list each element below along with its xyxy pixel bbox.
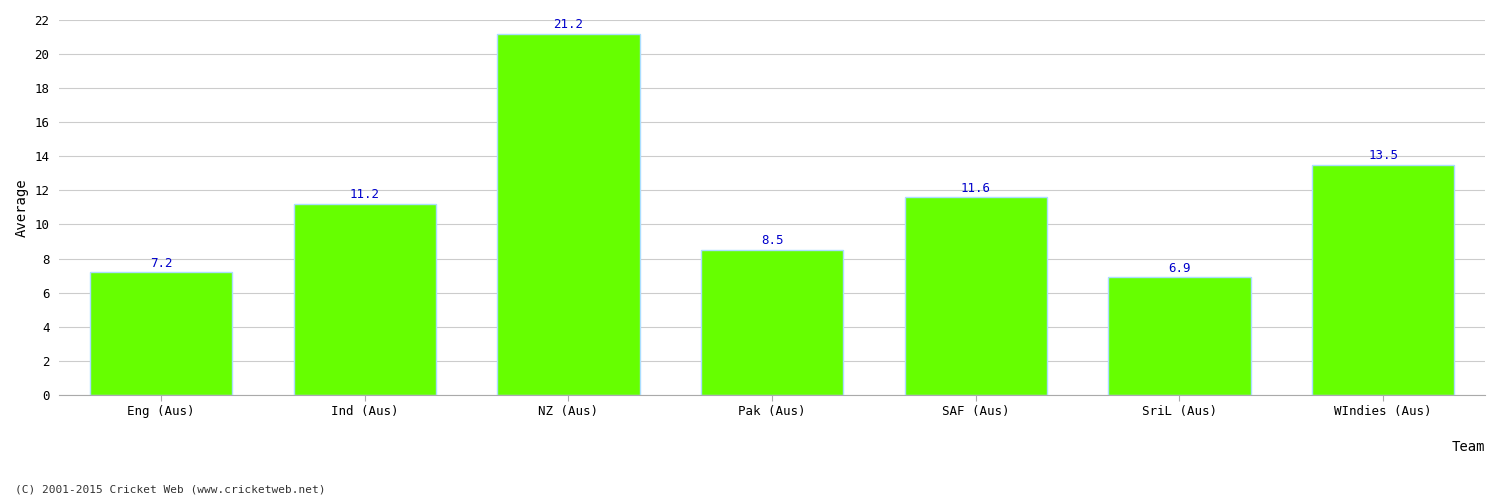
Bar — [700, 250, 843, 395]
Text: 21.2: 21.2 — [554, 18, 584, 31]
Bar — [1108, 277, 1251, 395]
Bar — [90, 272, 232, 395]
Y-axis label: Average: Average — [15, 178, 28, 236]
Text: 8.5: 8.5 — [760, 234, 783, 248]
Text: (C) 2001-2015 Cricket Web (www.cricketweb.net): (C) 2001-2015 Cricket Web (www.cricketwe… — [15, 485, 326, 495]
Text: 13.5: 13.5 — [1368, 150, 1398, 162]
Text: 11.6: 11.6 — [962, 182, 992, 194]
Bar — [1312, 165, 1455, 395]
Text: 7.2: 7.2 — [150, 256, 172, 270]
Text: 6.9: 6.9 — [1168, 262, 1191, 274]
Bar — [904, 197, 1047, 395]
Bar — [294, 204, 436, 395]
Text: Team: Team — [1452, 440, 1485, 454]
Text: 11.2: 11.2 — [350, 188, 380, 202]
Bar — [496, 34, 640, 395]
